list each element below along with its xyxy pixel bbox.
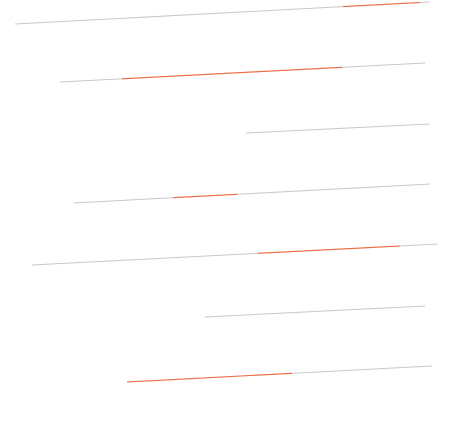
- red-segment: [172, 193, 238, 199]
- red-segment: [342, 1, 421, 8]
- red-segment: [121, 66, 343, 80]
- stroke-group-4: [73, 183, 431, 204]
- red-segment: [126, 372, 293, 383]
- gray-line: [245, 123, 431, 134]
- gray-line: [204, 305, 426, 318]
- stroke-group-7: [126, 365, 433, 383]
- stroke-group-1: [14, 1, 431, 25]
- red-segment: [257, 245, 401, 254]
- stroke-group-6: [204, 305, 426, 318]
- stroke-group-3: [245, 123, 431, 134]
- stroke-group-2: [59, 62, 426, 83]
- gray-line: [73, 183, 431, 204]
- stroke-group-5: [31, 243, 439, 266]
